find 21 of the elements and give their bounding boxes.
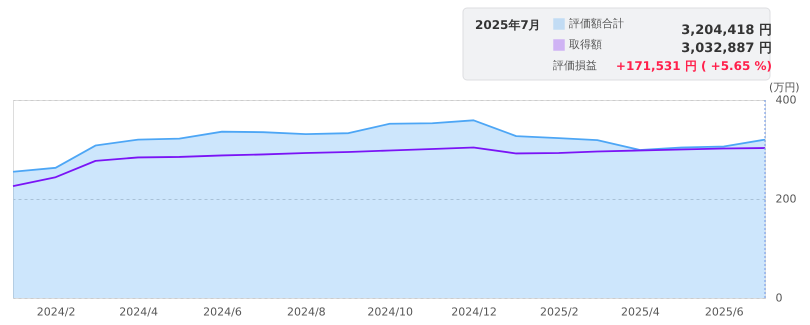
y-tick-label: 0 <box>776 292 782 304</box>
x-tick-label: 2025/4 <box>621 306 660 318</box>
y-axis-title: (万円) <box>769 81 800 94</box>
text: 2025年7月 <box>475 18 541 32</box>
x-tick-label: 2024/10 <box>367 306 414 318</box>
text: 3,032,887 円 <box>681 41 772 56</box>
x-tick-label: 2025/2 <box>540 306 579 318</box>
text: 3,204,418 円 <box>681 23 772 38</box>
x-tick-label: 2024/2 <box>36 306 76 318</box>
x-tick-label: 2024/4 <box>119 306 158 318</box>
line-series <box>12 146 766 188</box>
text: +171,531 円 ( +5.65 %) <box>616 59 772 73</box>
x-tick-label: 2024/12 <box>451 306 497 318</box>
y-tick-label: 200 <box>776 192 796 206</box>
legend-label: 評価額合計 <box>569 17 624 30</box>
x-tick-label: 2024/6 <box>203 306 242 318</box>
text: 評価損益 <box>553 59 597 72</box>
legend-label: 取得額 <box>569 38 602 51</box>
x-tick-label: 2024/8 <box>286 306 326 318</box>
x-tick-label: 2025/6 <box>704 306 744 318</box>
y-tick-label: 400 <box>776 94 796 106</box>
